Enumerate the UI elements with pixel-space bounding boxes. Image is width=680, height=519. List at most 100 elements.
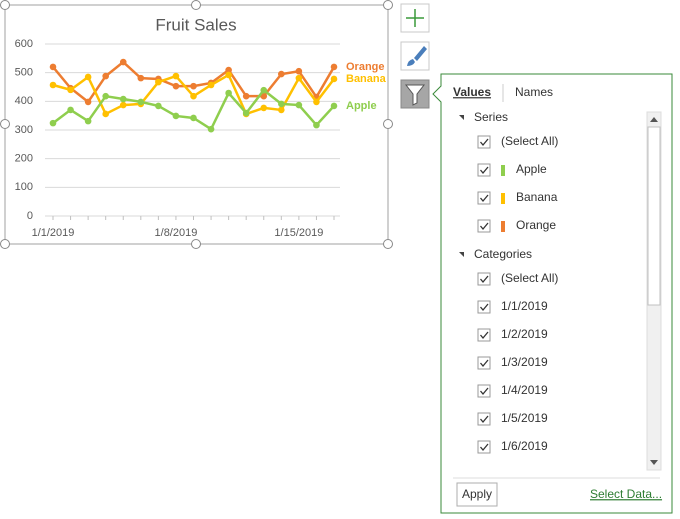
point — [102, 110, 109, 118]
point — [119, 58, 127, 66]
names-tab[interactable]: Names — [515, 85, 553, 99]
apply-button[interactable] — [456, 482, 498, 507]
x-tick-label: 1/8/2019 — [155, 227, 198, 239]
point — [295, 74, 303, 82]
point — [119, 101, 127, 109]
series-label: Banana — [346, 73, 387, 85]
resize-handle[interactable] — [0, 239, 10, 249]
point — [242, 92, 250, 100]
filter-item[interactable]: 1/5/2019 — [501, 411, 548, 425]
resize-handle[interactable] — [383, 0, 393, 10]
series-swatch — [501, 193, 505, 204]
point — [172, 112, 180, 120]
y-tick-label: 200 — [15, 153, 33, 165]
point — [49, 63, 57, 71]
chart-buttons — [400, 3, 430, 109]
checkbox[interactable] — [477, 328, 491, 342]
checkbox[interactable] — [477, 219, 491, 233]
checkbox[interactable] — [477, 440, 491, 454]
point — [102, 92, 109, 100]
point — [155, 102, 162, 110]
point — [190, 92, 197, 100]
brush-icon — [407, 46, 427, 66]
point — [190, 82, 197, 90]
y-tick-label: 100 — [15, 181, 33, 193]
filter-item[interactable]: (Select All) — [501, 134, 558, 148]
resize-handle[interactable] — [383, 119, 393, 129]
check-mark — [480, 303, 489, 312]
check-mark — [480, 138, 489, 147]
point — [190, 114, 197, 122]
resize-handle[interactable] — [191, 0, 201, 10]
y-tick-label: 400 — [15, 95, 33, 107]
resize-handle[interactable] — [0, 119, 10, 129]
values-tab[interactable]: Values — [453, 85, 491, 99]
point — [137, 98, 145, 106]
point — [242, 109, 250, 117]
series-label: Orange — [346, 61, 385, 73]
check-mark — [480, 166, 489, 175]
checkbox[interactable] — [477, 163, 491, 177]
resize-handle[interactable] — [191, 239, 201, 249]
checkbox[interactable] — [477, 135, 491, 149]
point — [295, 67, 303, 75]
point — [313, 98, 320, 106]
resize-handle[interactable] — [383, 239, 393, 249]
point — [260, 86, 268, 94]
x-tick-label: 1/1/2019 — [32, 227, 75, 239]
filter-item[interactable]: 1/6/2019 — [501, 439, 548, 453]
y-tick-label: 300 — [15, 124, 33, 136]
select-data-link[interactable]: Select Data... — [590, 487, 662, 501]
checkbox[interactable] — [477, 412, 491, 426]
point — [67, 106, 74, 114]
filter-item[interactable]: 1/1/2019 — [501, 299, 548, 313]
point — [155, 78, 162, 86]
style-button[interactable] — [400, 41, 430, 71]
series-header: Series — [474, 110, 508, 124]
check-mark — [480, 443, 489, 452]
point — [49, 81, 57, 89]
checkbox[interactable] — [477, 384, 491, 398]
chart-title: Fruit Sales — [155, 15, 236, 34]
check-mark — [480, 331, 489, 340]
resize-handle[interactable] — [0, 0, 10, 10]
chart-frame — [4, 4, 389, 245]
check-mark — [480, 387, 489, 396]
point — [172, 72, 180, 80]
point — [84, 98, 92, 106]
apply-label[interactable]: Apply — [462, 487, 492, 501]
series-swatch — [501, 165, 505, 176]
x-tick-label: 1/15/2019 — [274, 227, 323, 239]
filter-item[interactable]: Orange — [516, 218, 556, 232]
filter-item[interactable]: (Select All) — [501, 271, 558, 285]
point — [260, 92, 268, 100]
check-mark — [480, 222, 489, 231]
filter-item[interactable]: 1/4/2019 — [501, 383, 548, 397]
check-mark — [480, 359, 489, 368]
point — [295, 101, 303, 109]
point — [278, 70, 285, 78]
checkbox[interactable] — [477, 356, 491, 370]
point — [225, 89, 232, 97]
filter-item[interactable]: Apple — [516, 162, 547, 176]
point — [207, 125, 215, 133]
point — [260, 104, 268, 112]
filter-item[interactable]: Banana — [516, 190, 558, 204]
point — [225, 66, 232, 74]
point — [172, 82, 180, 90]
point — [84, 73, 92, 81]
filter-item[interactable]: 1/2/2019 — [501, 327, 548, 341]
checkbox[interactable] — [477, 272, 491, 286]
checkbox[interactable] — [477, 300, 491, 314]
checkbox[interactable] — [477, 191, 491, 205]
point — [330, 75, 338, 83]
check-mark — [480, 194, 489, 203]
point — [49, 119, 57, 127]
point — [225, 71, 232, 79]
series-label: Apple — [346, 100, 377, 112]
series-swatch — [501, 221, 505, 232]
filter-item[interactable]: 1/3/2019 — [501, 355, 548, 369]
panel-frame — [432, 73, 673, 514]
scroll-thumb[interactable] — [647, 126, 661, 306]
